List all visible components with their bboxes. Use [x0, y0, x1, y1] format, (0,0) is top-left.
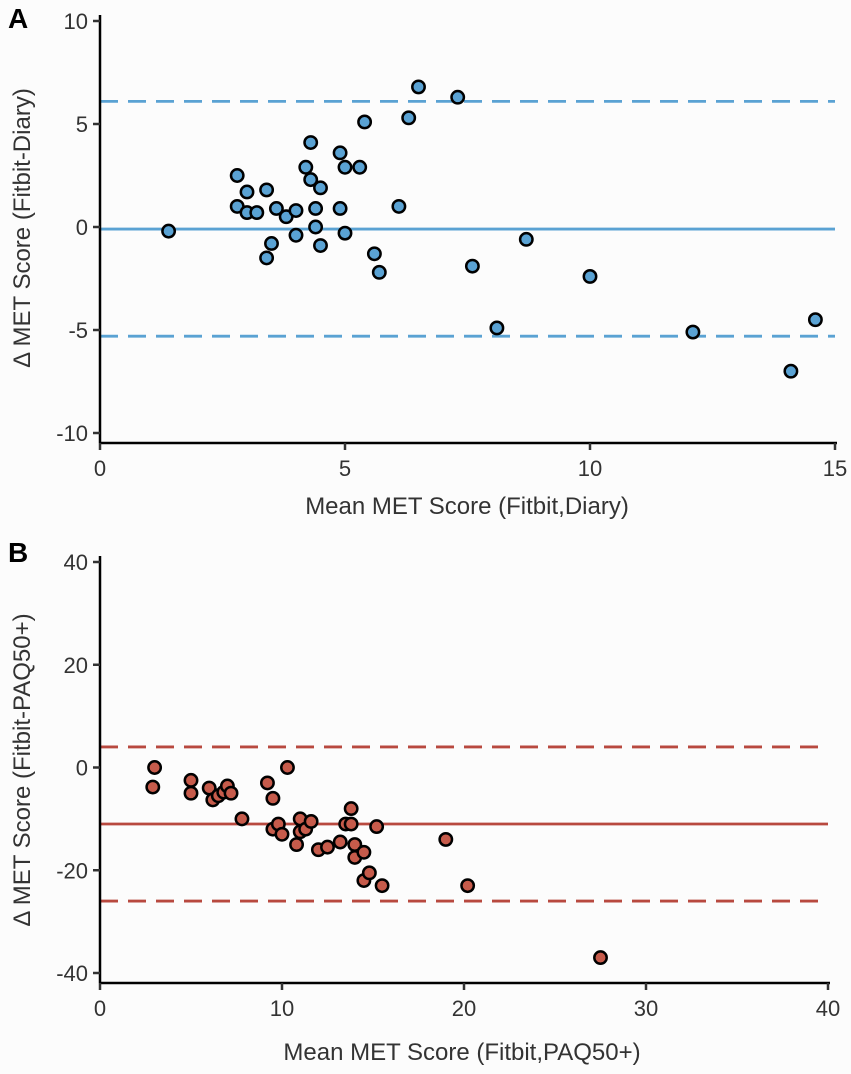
panel-a-data-point [450, 89, 466, 105]
panel-a: A 0 5 10 15 10 5 0 -5 -10 Mean MET Score (Fitbit… [8, 3, 847, 520]
panel-b-data-point [460, 878, 476, 894]
panel-a-data-point [489, 320, 505, 336]
panel-b-data-point [183, 785, 199, 801]
panel-a-data-point [411, 79, 426, 95]
panel-b-data-point [265, 790, 281, 806]
panel-a-data-point [259, 182, 275, 198]
panel-b-data-point [343, 816, 359, 832]
panel-a-data-point [366, 246, 382, 262]
panel-a-data-point [582, 268, 598, 284]
panel-a-y-axis-title: Δ MET Score (Fitbit-Diary) [9, 88, 36, 368]
panel-a-data-point [357, 114, 373, 130]
panel-a-data-point [352, 159, 368, 175]
panel-a-data-point [518, 231, 534, 247]
panel-b-y-tick-label: -40 [56, 961, 88, 986]
panel-a-data-point [807, 312, 823, 328]
panel-b-data-point [593, 950, 608, 966]
panel-b-data-point [183, 772, 199, 788]
panel-b-y-tick-label: 40 [64, 550, 88, 575]
panel-a-y-tick-label: 0 [76, 215, 88, 240]
panel-b-data-point [332, 834, 348, 850]
panel-a-x-tick-label: 15 [823, 456, 847, 481]
panel-b-letter: B [8, 537, 28, 568]
panel-b-data-point [147, 760, 163, 775]
panel-b-x-axis-title: Mean MET Score (Fitbit,PAQ50+) [283, 1039, 640, 1066]
panel-a-data-point [685, 324, 701, 340]
panel-a-data-point [332, 201, 348, 216]
panel-b-data-point [274, 826, 290, 842]
panel-a-data-point [313, 238, 328, 253]
panel-a-data-point [783, 363, 799, 379]
panel-b-y-tick-label: 0 [76, 756, 88, 781]
panel-b-x-tick-label: 20 [452, 996, 476, 1021]
panel-b-y-tick-label: 20 [64, 653, 88, 678]
panel-b-data-point [438, 831, 454, 847]
panel-a-data-point [303, 135, 319, 150]
panel-a-data-point [371, 264, 387, 280]
panel-a-y-tick-label: 5 [76, 112, 88, 137]
panel-b-data-point [145, 779, 161, 795]
panel-a-letter: A [8, 3, 28, 34]
panel-a-points [161, 79, 823, 379]
panel-a-data-point [303, 172, 319, 188]
panel-a-y-tick-label: -10 [56, 421, 88, 446]
panel-b-x-tick-label: 0 [94, 996, 106, 1021]
panel-a-x-tick-label: 10 [578, 456, 602, 481]
panel-b-data-point [320, 839, 335, 855]
panel-a-y-tick-label: 10 [64, 9, 88, 34]
panel-a-data-point [313, 180, 328, 196]
panel-a-data-point [268, 201, 284, 216]
panel-a-data-point [298, 159, 314, 175]
panel-b-data-point [369, 819, 385, 835]
panel-a-data-point [391, 198, 407, 214]
panel-b-data-point [343, 801, 359, 817]
panel-a-data-point [337, 159, 353, 175]
panel-b-data-point [289, 837, 305, 853]
panel-a-data-point [288, 227, 304, 243]
panel-a-data-point [229, 168, 245, 183]
panel-b-data-point [234, 811, 250, 827]
panel-b-y-axis-title: Δ MET Score (Fitbit-PAQ50+) [9, 613, 36, 926]
panel-b-data-point [374, 878, 390, 894]
panel-a-data-point [464, 258, 480, 274]
panel-b-data-point [361, 865, 377, 881]
panel-a-data-point [239, 184, 255, 200]
panel-a-reference-lines [100, 99, 835, 338]
panel-a-data-point [308, 201, 324, 216]
panel-a-data-point [401, 110, 417, 126]
panel-b-data-point [303, 813, 319, 829]
panel-a-y-tick-label: -5 [68, 318, 88, 343]
panel-b-data-point [356, 844, 372, 860]
panel-a-data-point [337, 225, 353, 241]
panel-a-data-point [288, 203, 304, 218]
panel-b-data-point [280, 760, 295, 775]
panel-a-x-tick-label: 0 [94, 456, 106, 481]
panel-b-data-point [259, 775, 275, 791]
panel-a-x-tick-label: 5 [339, 456, 351, 481]
panel-b-x-tick-label: 30 [634, 996, 658, 1021]
panel-a-data-point [249, 205, 265, 221]
panel-a-data-point [161, 223, 177, 239]
panel-b-points [145, 760, 608, 966]
panel-b-y-tick-label: -20 [56, 858, 88, 883]
panel-b-x-tick-label: 10 [270, 996, 294, 1021]
panel-a-data-point [332, 145, 348, 161]
panel-b-x-tick-label: 40 [816, 996, 840, 1021]
panel-b-axes: 0 10 20 30 40 40 20 0 -20 -40 [56, 550, 840, 1021]
panel-a-data-point [259, 250, 275, 266]
panel-a-x-axis-title: Mean MET Score (Fitbit,Diary) [305, 493, 629, 520]
panel-b: B 0 10 20 30 40 40 20 0 -20 -40 Mean MET Score (F… [8, 537, 840, 1066]
panel-b-data-point [223, 785, 239, 801]
panel-a-axes: 0 5 10 15 10 5 0 -5 -10 [56, 9, 847, 481]
panel-a-data-point [264, 236, 279, 251]
panel-b-reference-lines [100, 745, 828, 903]
panel-a-data-point [308, 219, 324, 235]
